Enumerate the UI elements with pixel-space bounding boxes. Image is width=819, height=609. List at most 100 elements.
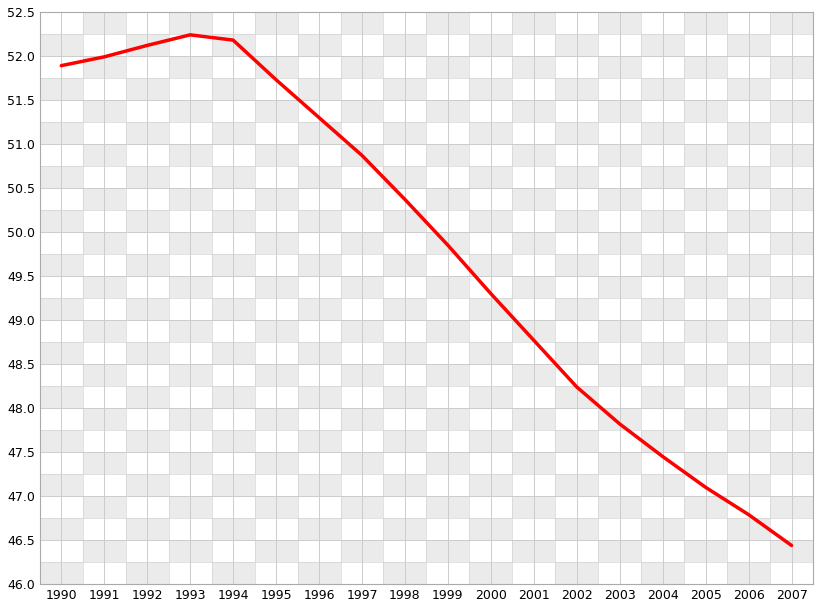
Bar	[640, 298, 683, 320]
Bar	[512, 100, 554, 122]
Bar	[297, 518, 340, 540]
Bar	[340, 364, 383, 386]
Bar	[125, 100, 169, 122]
Bar	[83, 78, 125, 100]
Bar	[125, 34, 169, 56]
Bar	[468, 540, 512, 562]
Bar	[169, 474, 211, 496]
Bar	[554, 474, 598, 496]
Bar	[512, 562, 554, 584]
Bar	[83, 474, 125, 496]
Bar	[726, 78, 769, 100]
Bar	[426, 166, 468, 188]
Bar	[83, 188, 125, 210]
Bar	[83, 56, 125, 78]
Bar	[468, 276, 512, 298]
Bar	[468, 12, 512, 34]
Bar	[726, 342, 769, 364]
Bar	[125, 144, 169, 166]
Bar	[169, 562, 211, 584]
Bar	[554, 496, 598, 518]
Bar	[726, 56, 769, 78]
Bar	[297, 562, 340, 584]
Bar	[512, 540, 554, 562]
Bar	[383, 408, 426, 430]
Bar	[169, 430, 211, 452]
Bar	[640, 34, 683, 56]
Bar	[83, 364, 125, 386]
Bar	[683, 364, 726, 386]
Bar	[769, 430, 812, 452]
Bar	[683, 232, 726, 254]
Bar	[426, 34, 468, 56]
Bar	[83, 430, 125, 452]
Bar	[426, 144, 468, 166]
Bar	[83, 210, 125, 232]
Bar	[169, 452, 211, 474]
Bar	[640, 452, 683, 474]
Bar	[340, 122, 383, 144]
Bar	[769, 78, 812, 100]
Bar	[512, 408, 554, 430]
Bar	[211, 12, 254, 34]
Bar	[40, 12, 83, 34]
Bar	[340, 100, 383, 122]
Bar	[683, 100, 726, 122]
Bar	[40, 188, 83, 210]
Bar	[125, 232, 169, 254]
Bar	[468, 188, 512, 210]
Bar	[683, 562, 726, 584]
Bar	[125, 276, 169, 298]
Bar	[125, 342, 169, 364]
Bar	[512, 364, 554, 386]
Bar	[726, 408, 769, 430]
Bar	[211, 540, 254, 562]
Bar	[254, 254, 297, 276]
Bar	[726, 276, 769, 298]
Bar	[83, 122, 125, 144]
Bar	[383, 474, 426, 496]
Bar	[125, 188, 169, 210]
Bar	[554, 100, 598, 122]
Bar	[554, 320, 598, 342]
Bar	[468, 100, 512, 122]
Bar	[125, 430, 169, 452]
Bar	[426, 518, 468, 540]
Bar	[512, 56, 554, 78]
Bar	[125, 210, 169, 232]
Bar	[211, 100, 254, 122]
Bar	[512, 342, 554, 364]
Bar	[125, 474, 169, 496]
Bar	[297, 474, 340, 496]
Bar	[726, 386, 769, 408]
Bar	[554, 430, 598, 452]
Bar	[512, 34, 554, 56]
Bar	[125, 408, 169, 430]
Bar	[83, 540, 125, 562]
Bar	[297, 452, 340, 474]
Bar	[640, 496, 683, 518]
Bar	[383, 452, 426, 474]
Bar	[426, 430, 468, 452]
Bar	[598, 430, 640, 452]
Bar	[468, 298, 512, 320]
Bar	[383, 210, 426, 232]
Bar	[598, 518, 640, 540]
Bar	[83, 276, 125, 298]
Bar	[468, 474, 512, 496]
Bar	[383, 276, 426, 298]
Bar	[468, 518, 512, 540]
Bar	[554, 342, 598, 364]
Bar	[383, 298, 426, 320]
Bar	[426, 320, 468, 342]
Bar	[683, 78, 726, 100]
Bar	[383, 78, 426, 100]
Bar	[340, 276, 383, 298]
Bar	[726, 210, 769, 232]
Bar	[769, 12, 812, 34]
Bar	[125, 56, 169, 78]
Bar	[383, 232, 426, 254]
Bar	[769, 144, 812, 166]
Bar	[383, 12, 426, 34]
Bar	[598, 144, 640, 166]
